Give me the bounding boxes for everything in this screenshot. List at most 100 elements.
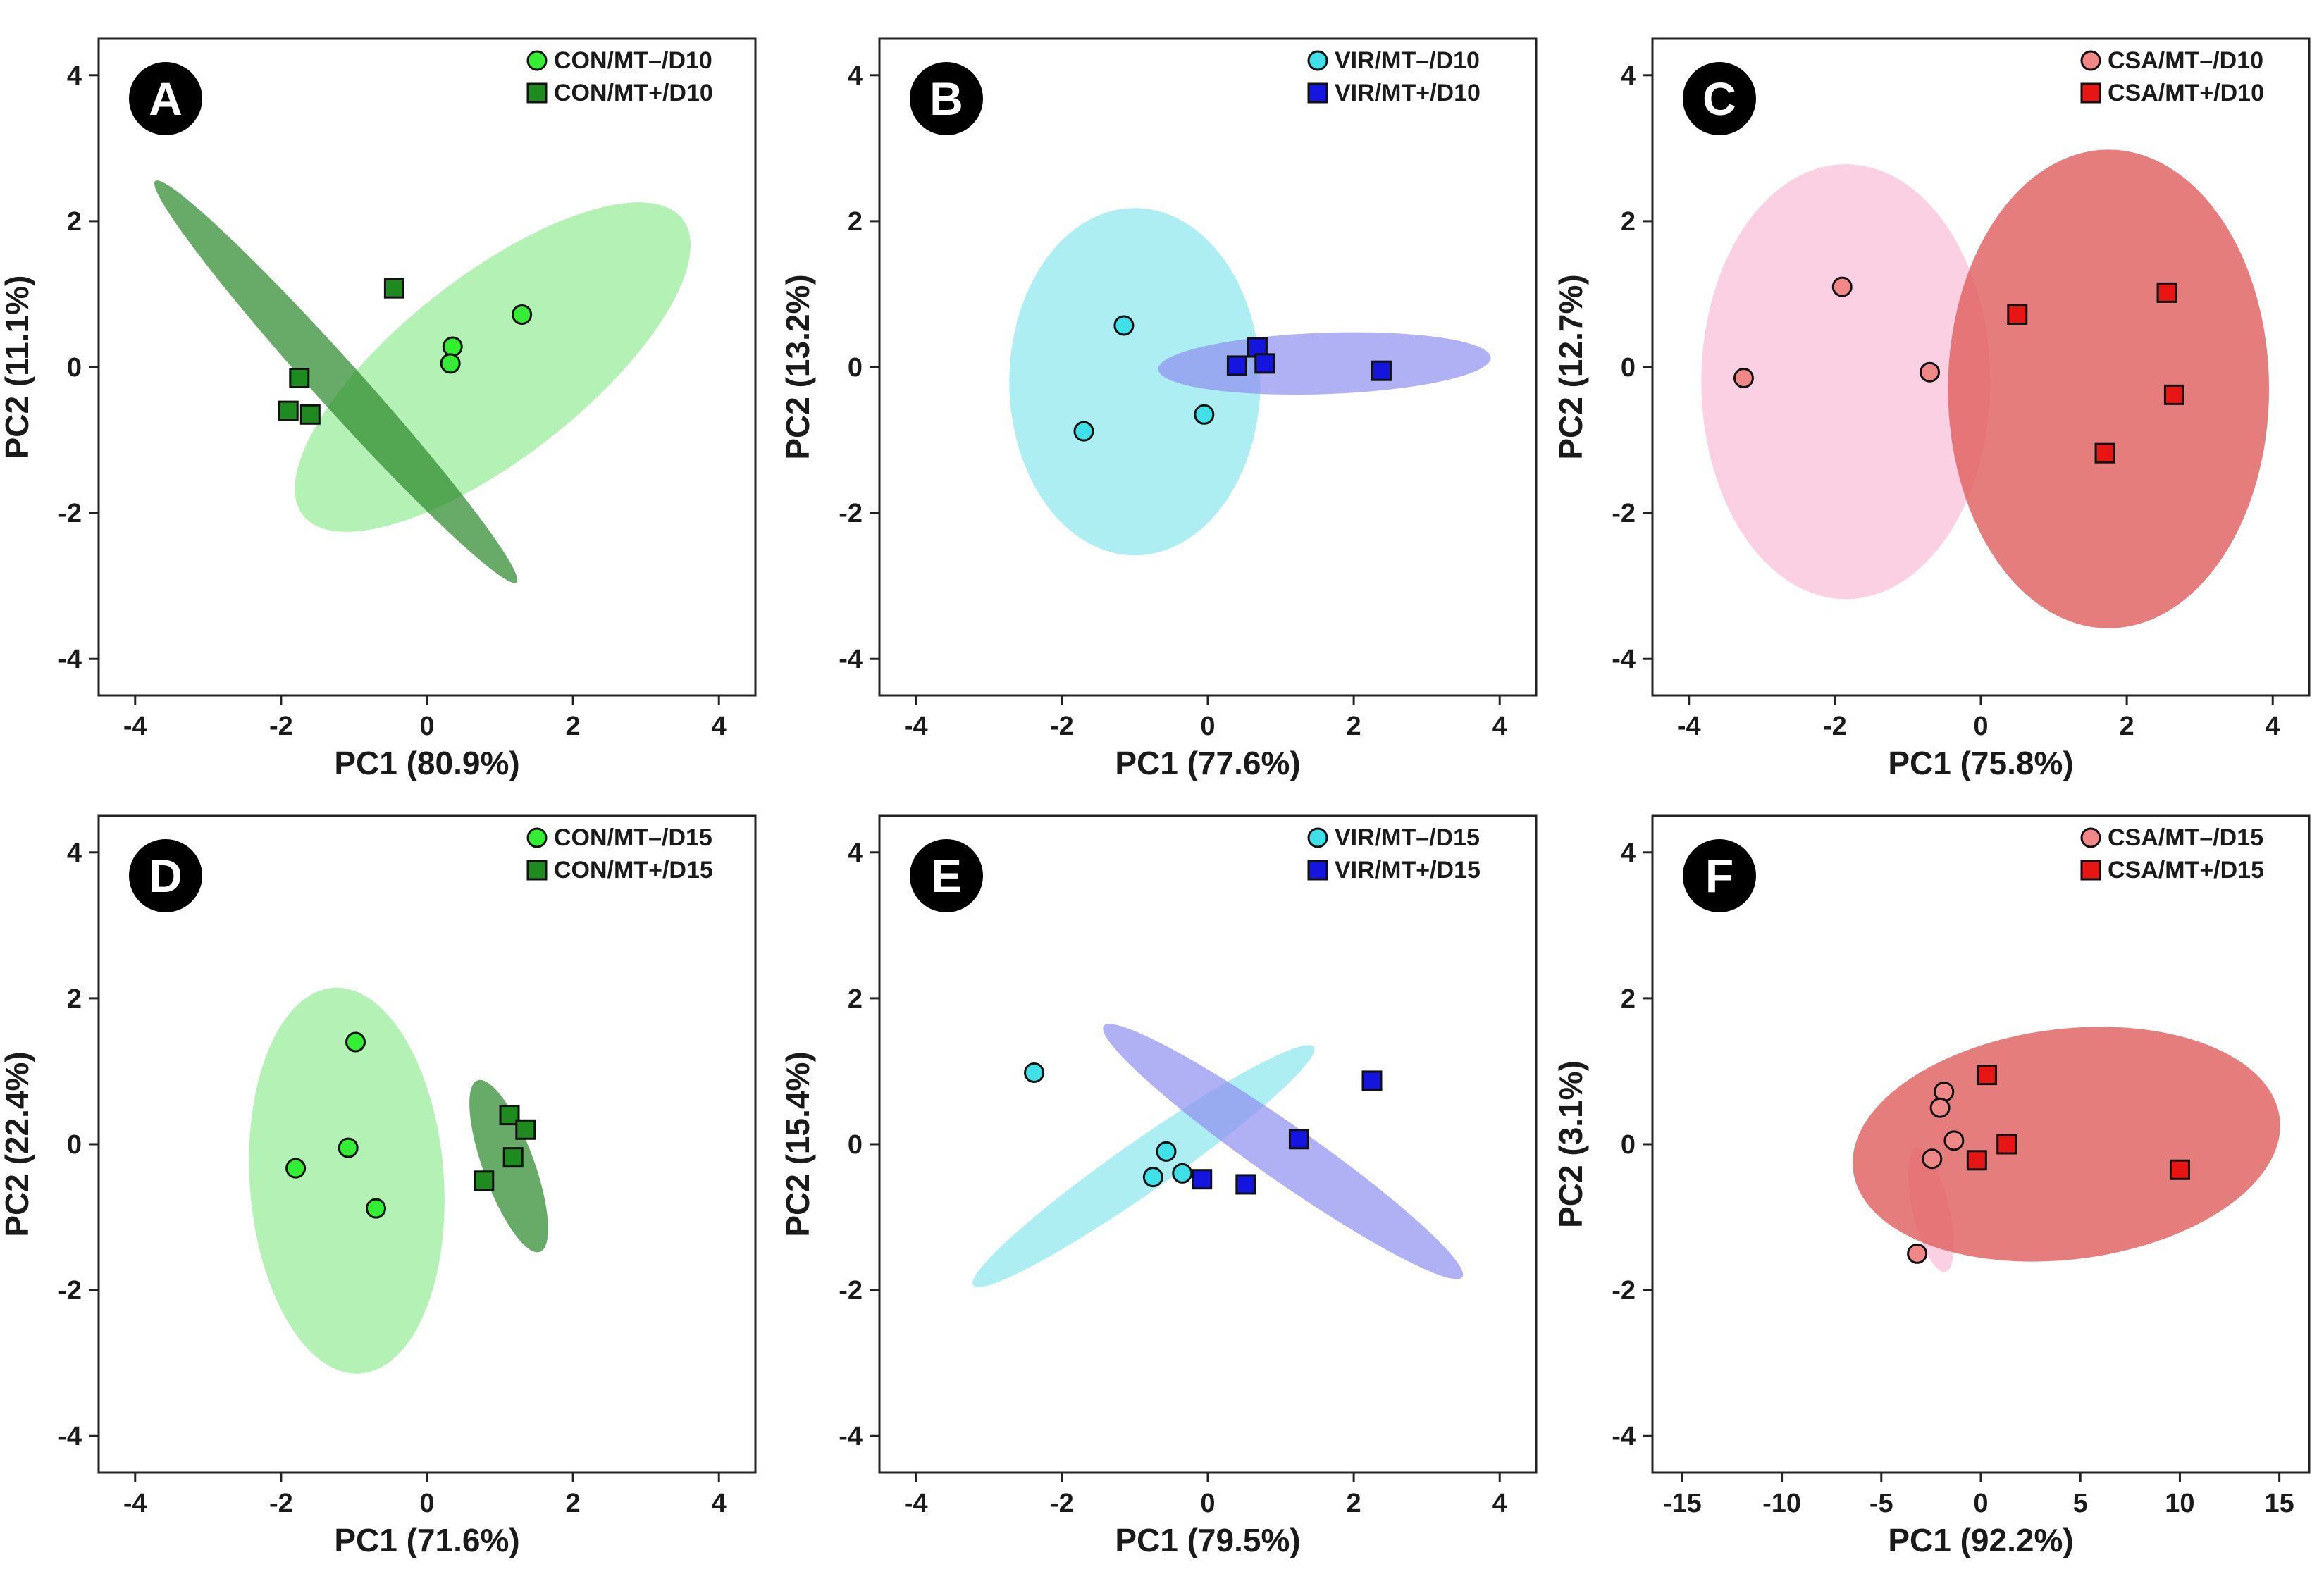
x-tick-label: 2: [566, 712, 581, 741]
legend-marker: [2080, 860, 2101, 881]
x-tick-label: 4: [1492, 1489, 1507, 1518]
data-point: [1172, 1163, 1193, 1184]
legend-marker: [2080, 82, 2101, 104]
data-point: [285, 1158, 307, 1179]
data-point: [1831, 276, 1853, 297]
legend-entry: VIR/MT+/D15: [1335, 857, 1481, 884]
y-axis-title: PC2 (3.1%): [1552, 1060, 1589, 1228]
data-point: [383, 278, 404, 299]
data-point: [1073, 421, 1094, 442]
legend-marker: [1307, 860, 1328, 881]
legend-entry: CON/MT+/D15: [554, 857, 713, 884]
data-point: [1943, 1130, 1965, 1151]
data-point: [299, 404, 321, 425]
y-tick-label: 2: [1621, 984, 1636, 1014]
data-point: [442, 336, 463, 357]
panel-f: -15 -10 -5 0 5 10 15 -4 -2 0 2 4 PC1 (92.2%) PC2 (3.1…: [1552, 814, 2311, 1558]
data-point: [2163, 384, 2184, 405]
y-axis-title: PC2 (13.2%): [779, 274, 816, 459]
data-point: [440, 353, 461, 374]
x-tick-label: 15: [2264, 1489, 2294, 1518]
legend-marker: [1307, 827, 1328, 848]
x-tick-label: -2: [1050, 1489, 1074, 1518]
data-point: [366, 1198, 387, 1219]
legend-marker: [526, 827, 548, 848]
legend-entry: CSA/MT–/D10: [2108, 47, 2263, 74]
x-tick-label: -2: [269, 712, 293, 741]
x-tick-label: 0: [1200, 1489, 1215, 1518]
y-tick-label: 0: [67, 353, 82, 383]
x-tick-label: 0: [1973, 1489, 1988, 1518]
legend-entry: VIR/MT–/D15: [1335, 824, 1480, 851]
y-tick-label: 0: [848, 1130, 863, 1160]
x-tick-label: -2: [1050, 712, 1074, 741]
legend-marker: [526, 82, 548, 104]
x-tick-label: 4: [1492, 712, 1507, 741]
y-axis-title: PC2 (12.7%): [1552, 274, 1589, 459]
legend-marker: [2080, 827, 2101, 848]
x-tick-label: 2: [1347, 712, 1361, 741]
panel-d: -4 -2 0 2 4 -4 -2 0 2 4 PC1 (71.6%) PC2 (22.4%) D CON…: [0, 814, 757, 1558]
legend-entry: VIR/MT+/D10: [1335, 80, 1481, 106]
y-tick-label: -2: [58, 499, 82, 528]
panel-label: C: [1702, 73, 1736, 125]
data-point: [1156, 1141, 1177, 1162]
y-tick-label: 2: [1621, 207, 1636, 237]
x-tick-label: -2: [1823, 712, 1847, 741]
y-tick-label: 4: [67, 838, 82, 868]
data-point: [474, 1170, 495, 1191]
data-point: [1235, 1174, 1256, 1195]
y-tick-label: 4: [848, 61, 863, 91]
y-tick-label: 2: [67, 984, 82, 1014]
x-tick-label: -4: [904, 1489, 928, 1518]
y-axis-title: PC2 (15.4%): [779, 1051, 816, 1237]
data-point: [512, 304, 533, 325]
x-tick-label: -5: [1869, 1489, 1893, 1518]
x-axis-title: PC1 (71.6%): [334, 1522, 519, 1558]
y-tick-label: -4: [58, 645, 82, 674]
panel-badge: [910, 62, 983, 135]
y-tick-label: 0: [67, 1130, 82, 1160]
x-tick-label: -4: [1677, 712, 1701, 741]
data-point: [1966, 1150, 1987, 1171]
y-tick-label: 2: [848, 207, 863, 237]
legend-entry: CSA/MT–/D15: [2108, 824, 2263, 851]
y-axis-title: PC2 (11.1%): [0, 275, 35, 459]
data-point: [1922, 1148, 1943, 1170]
x-tick-label: -10: [1762, 1489, 1801, 1518]
panel-badge: [129, 839, 202, 912]
confidence-ellipse-con-mt-d15: [249, 987, 445, 1374]
legend-entry: VIR/MT–/D10: [1335, 47, 1480, 74]
confidence-ellipse-csa-mt-d10: [1948, 149, 2270, 628]
confidence-ellipse-vir-mt-d10: [1009, 208, 1261, 556]
y-tick-label: 4: [67, 61, 82, 91]
y-tick-label: -2: [1612, 1276, 1636, 1306]
y-tick-label: 0: [1621, 1130, 1636, 1160]
x-axis-title: PC1 (80.9%): [334, 745, 519, 781]
y-tick-label: -4: [839, 645, 863, 674]
legend-marker: [526, 860, 548, 881]
data-point: [1254, 353, 1275, 374]
panel-label: F: [1705, 850, 1733, 902]
data-point: [338, 1137, 359, 1158]
data-point: [1142, 1167, 1163, 1188]
data-point: [1920, 361, 1941, 383]
data-point: [1976, 1065, 1997, 1086]
data-point: [1192, 1169, 1213, 1190]
legend-marker: [1307, 82, 1328, 104]
x-axis-title: PC1 (75.8%): [1888, 745, 2073, 781]
confidence-ellipse-vir-mt-d15: [1103, 1024, 1464, 1279]
x-tick-label: 2: [566, 1489, 581, 1518]
legend-marker: [526, 50, 548, 71]
panel-badge: [129, 62, 202, 135]
legend-entry: CSA/MT+/D10: [2108, 80, 2264, 106]
y-tick-label: 0: [848, 353, 863, 383]
x-tick-label: 0: [419, 712, 434, 741]
x-tick-label: 10: [2165, 1489, 2194, 1518]
x-axis-title: PC1 (92.2%): [1888, 1522, 2073, 1558]
panel-label: B: [929, 73, 963, 125]
y-tick-label: 4: [1621, 61, 1636, 91]
x-tick-label: -15: [1663, 1489, 1702, 1518]
panel-badge: [1683, 839, 1756, 912]
